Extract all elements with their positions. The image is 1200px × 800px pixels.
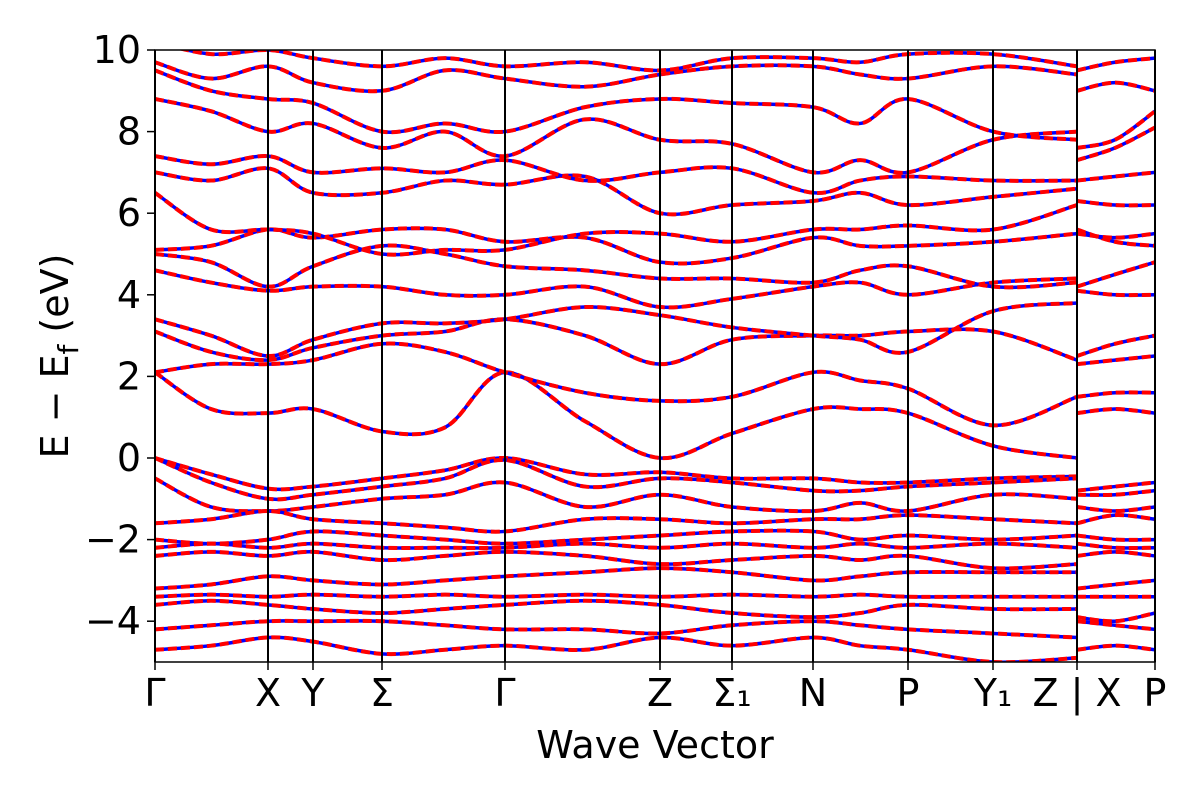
x-tick-label: Σ₁ bbox=[712, 671, 751, 715]
y-tick-label: 6 bbox=[117, 191, 141, 235]
band-spin-up bbox=[155, 618, 1155, 640]
x-tick-label: Z bbox=[647, 671, 673, 715]
band-spin-up bbox=[155, 166, 1155, 217]
band-spin-up bbox=[155, 243, 1155, 290]
x-tick-label: Z | X bbox=[1032, 671, 1121, 716]
band-spin-down bbox=[155, 550, 1155, 571]
band-spin-up bbox=[155, 592, 1155, 599]
x-tick-label: P bbox=[1144, 671, 1167, 715]
x-tick-label: N bbox=[799, 671, 827, 715]
band-spin-up bbox=[155, 566, 1155, 591]
band-spin-up bbox=[155, 97, 1155, 175]
y-label-main: E − E bbox=[33, 354, 77, 458]
band-spin-up bbox=[155, 528, 1155, 546]
band-spin-down bbox=[155, 370, 1155, 460]
y-tick-label: 0 bbox=[117, 436, 141, 480]
band-spin-up bbox=[155, 509, 1155, 534]
y-tick-label: 4 bbox=[117, 273, 141, 317]
band-spin-up bbox=[155, 191, 1155, 257]
y-tick-label: −4 bbox=[85, 599, 141, 643]
x-tick-label: Γ bbox=[494, 671, 515, 715]
y-tick-label: 10 bbox=[93, 28, 141, 72]
band-spin-up bbox=[155, 317, 1155, 367]
band-spin-up bbox=[155, 341, 1155, 428]
band-spin-down bbox=[155, 341, 1155, 428]
x-tick-label: Y bbox=[300, 671, 325, 715]
band-spin-up bbox=[155, 455, 1155, 493]
band-spin-up bbox=[155, 598, 1155, 624]
x-tick-label: X bbox=[255, 671, 281, 715]
y-tick-label: 8 bbox=[117, 110, 141, 154]
x-tick-label: Y₁ bbox=[973, 671, 1012, 715]
band-spin-up bbox=[178, 50, 1155, 73]
band-spin-up bbox=[155, 476, 1155, 514]
y-axis-label: E − Ef (eV) bbox=[33, 254, 85, 459]
band-spin-up bbox=[155, 226, 1155, 266]
band-spin-up bbox=[155, 154, 1155, 195]
band-spin-up bbox=[155, 549, 1155, 571]
band-spin-up bbox=[155, 541, 1155, 551]
bands bbox=[155, 50, 1155, 662]
band-spin-up bbox=[155, 370, 1155, 461]
y-tick-label: 2 bbox=[117, 354, 141, 398]
band-spin-up bbox=[155, 635, 1155, 662]
band-spin-up bbox=[155, 68, 1155, 150]
band-spin-up bbox=[155, 456, 1155, 502]
band-spin-down bbox=[155, 191, 1155, 257]
x-tick-label: Γ bbox=[144, 671, 165, 715]
y-label-unit: (eV) bbox=[33, 254, 77, 333]
x-tick-label: Σ bbox=[370, 671, 394, 715]
band-spin-up bbox=[155, 268, 1155, 310]
band-spin-down bbox=[155, 456, 1155, 493]
y-label-sub: f bbox=[52, 343, 85, 354]
x-tick-label: P bbox=[897, 671, 920, 715]
band-spin-up bbox=[155, 60, 1155, 94]
x-axis-label: Wave Vector bbox=[536, 723, 774, 767]
band-spin-up bbox=[155, 300, 1155, 359]
y-tick-label: −2 bbox=[85, 518, 141, 562]
